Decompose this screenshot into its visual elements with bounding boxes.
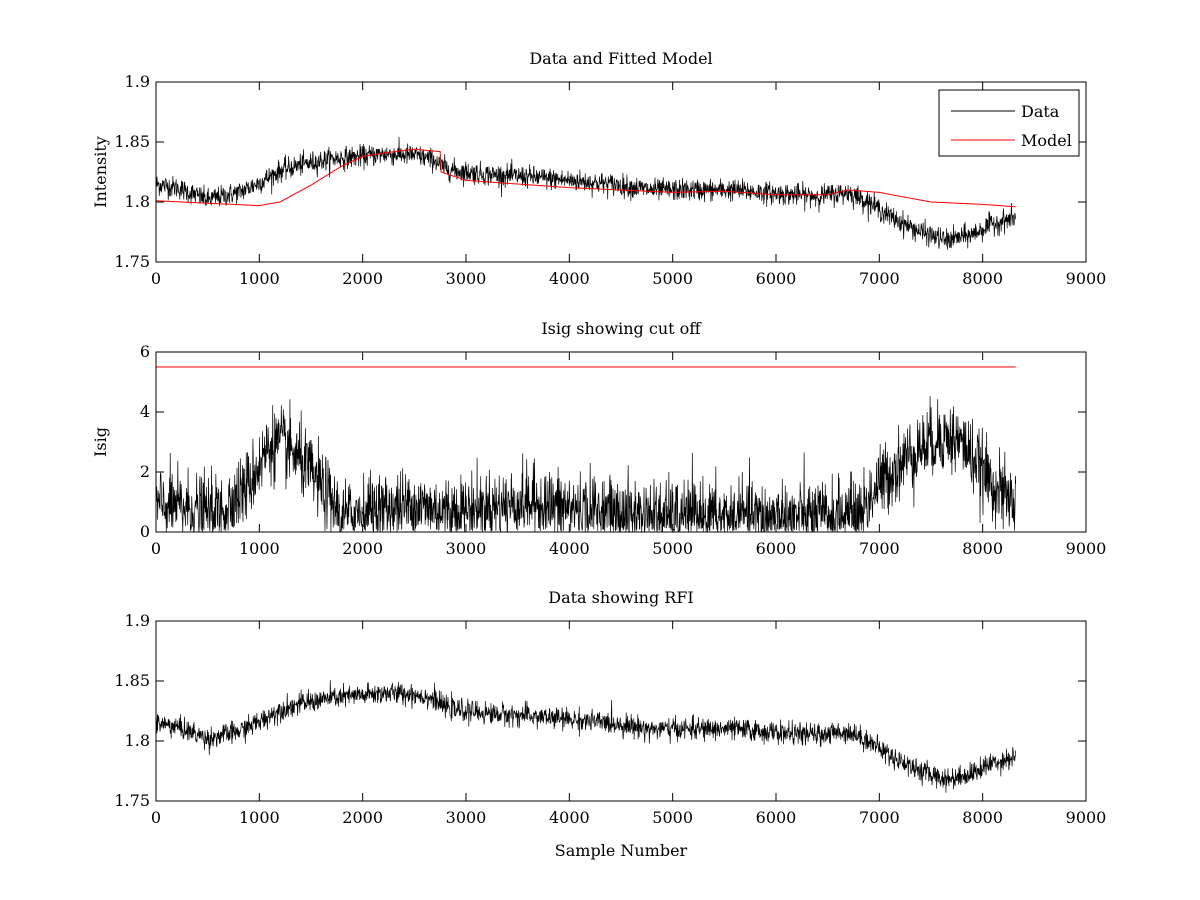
x-axis-label: Sample Number: [555, 841, 688, 860]
x-tick-label: 7000: [859, 539, 900, 558]
chart-title: Isig showing cut off: [541, 319, 702, 338]
x-tick-label: 0: [151, 269, 161, 288]
x-tick-label: 7000: [859, 269, 900, 288]
x-tick-label: 2000: [342, 539, 383, 558]
series-line-data: [156, 136, 1017, 250]
chart-panel-3: 0 1000 2000 3000 4000 5000 6000 7000 8000 9000 1.7…: [114, 588, 1106, 860]
y-axis-label: Intensity: [91, 136, 110, 208]
chart-title: Data showing RFI: [548, 588, 693, 607]
x-tick-label: 2000: [342, 808, 383, 827]
axes-frame: [155, 351, 1087, 533]
series-line-isig: [156, 396, 1017, 532]
x-tick-label: 2000: [342, 269, 383, 288]
x-tick-label: 5000: [652, 269, 693, 288]
chart-panel-2: 0 1000 2000 3000 4000 5000 6000 7000 8000 9000 0 2 4…: [91, 319, 1106, 558]
chart-panel-1: 0 1000 2000 3000 4000 5000 6000 7000 8000 9000 1.7…: [91, 49, 1106, 288]
x-tick-label: 9000: [1066, 808, 1107, 827]
chart-title: Data and Fitted Model: [529, 49, 712, 68]
y-tick-label: 1.9: [125, 72, 150, 91]
x-tick-label: 6000: [756, 808, 797, 827]
y-tick-label: 2: [140, 462, 150, 481]
x-tick-label: 8000: [962, 539, 1003, 558]
x-tick-label: 4000: [549, 539, 590, 558]
y-tick-label: 0: [140, 522, 150, 541]
x-tick-label: 8000: [962, 269, 1003, 288]
x-tick-label: 1000: [239, 269, 280, 288]
y-tick-label: 1.75: [114, 791, 150, 810]
y-tick-label: 1.75: [114, 252, 150, 271]
legend-entry: Model: [1021, 131, 1072, 150]
plot-area: [156, 136, 1017, 250]
y-axis-label: Isig: [91, 427, 110, 457]
x-tick-label: 8000: [962, 808, 1003, 827]
legend-entry: Data: [1021, 102, 1060, 121]
legend-box: [938, 89, 1080, 157]
x-tick-label: 7000: [859, 808, 900, 827]
y-tick-label: 4: [140, 402, 150, 421]
axes-frame: [155, 620, 1087, 802]
x-tick-label: 6000: [756, 539, 797, 558]
x-tick-label: 6000: [756, 269, 797, 288]
y-tick-label: 1.9: [125, 611, 150, 630]
y-tick-label: 1.8: [125, 731, 150, 750]
y-tick-label: 6: [140, 342, 150, 361]
x-tick-label: 9000: [1066, 539, 1107, 558]
x-tick-label: 1000: [239, 808, 280, 827]
x-tick-label: 3000: [446, 808, 487, 827]
x-tick-label: 5000: [652, 808, 693, 827]
series-line-model: [156, 148, 1016, 208]
x-tick-label: 4000: [549, 808, 590, 827]
plot-area: [156, 366, 1017, 532]
series-line-data: [156, 680, 1017, 793]
y-tick-label: 1.85: [114, 132, 150, 151]
axes-frame: [155, 81, 1087, 263]
x-tick-label: 0: [151, 808, 161, 827]
x-tick-label: 5000: [652, 539, 693, 558]
y-tick-label: 1.85: [114, 671, 150, 690]
x-tick-label: 9000: [1066, 269, 1107, 288]
x-tick-label: 3000: [446, 269, 487, 288]
x-tick-label: 3000: [446, 539, 487, 558]
y-tick-label: 1.8: [125, 192, 150, 211]
x-tick-label: 4000: [549, 269, 590, 288]
x-tick-label: 1000: [239, 539, 280, 558]
legend: Data Model: [938, 89, 1080, 157]
x-tick-label: 0: [151, 539, 161, 558]
plot-area: [156, 680, 1017, 793]
